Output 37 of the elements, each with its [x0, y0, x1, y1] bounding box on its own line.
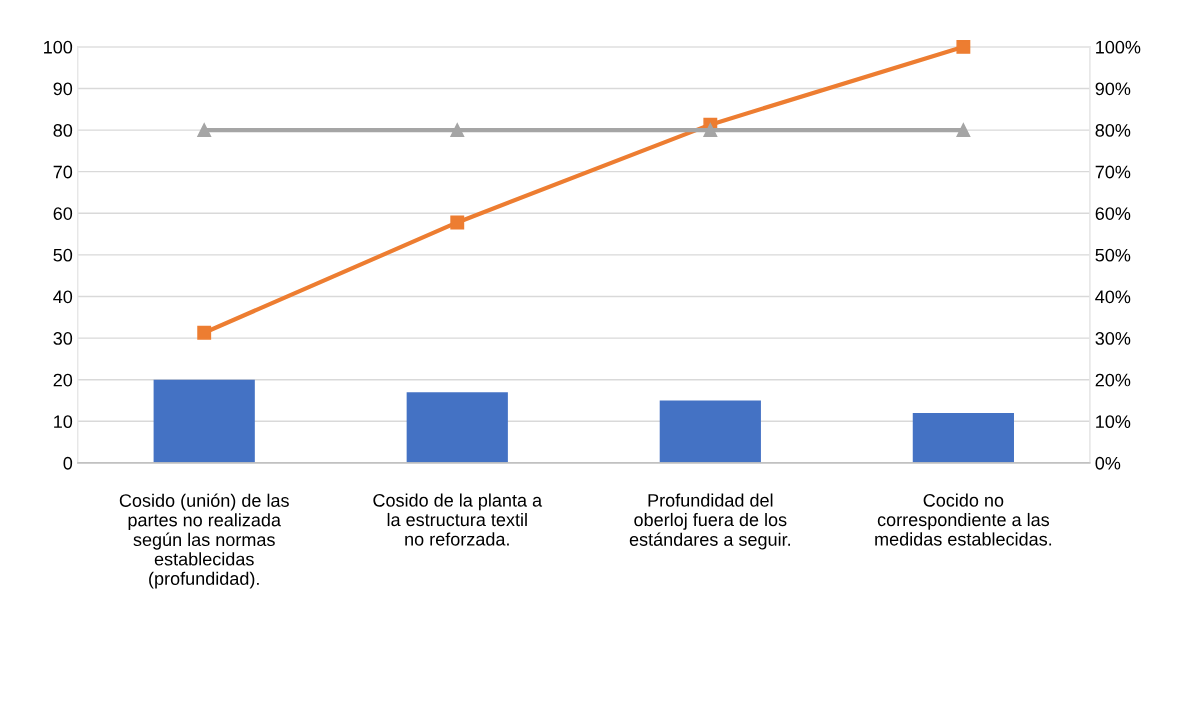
y-tick-label: 60: [53, 207, 73, 220]
y2-tick-label: 60%: [1095, 207, 1131, 220]
x-tick-label: Profundidad del oberloj fuera de los estándares a seguir.: [629, 493, 790, 550]
y2-tick-label: 80%: [1095, 124, 1131, 137]
y2-tick-label: 90%: [1095, 82, 1131, 96]
bar: [912, 412, 1014, 463]
x-tick-label: Cosido de la planta a la estructura textil no reforzada.: [373, 493, 543, 546]
y-tick-label: 40: [53, 290, 73, 304]
y-tick-label: 10: [54, 415, 73, 429]
y-tick-label: 70: [53, 165, 73, 179]
point: [197, 123, 212, 138]
y2-tick-label: 100%: [1096, 40, 1141, 54]
y-tick-label: 20: [53, 373, 73, 387]
bar: [153, 379, 255, 463]
y2-tick-label: 40%: [1095, 290, 1131, 304]
x-tick-label: Cosido (unión) de las partes no realizada según las normas establecidas (profundidad).: [119, 493, 289, 589]
y2-tick-label: 0%: [1095, 456, 1121, 470]
y2-tick-label: 70%: [1095, 165, 1131, 179]
point: [956, 39, 971, 54]
y2-tick-label: 30%: [1095, 332, 1131, 345]
y2-tick-label: 10%: [1096, 415, 1131, 429]
y2-tick-label: 20%: [1095, 373, 1131, 387]
point: [197, 325, 212, 340]
x-tick-label: Cocido no correspondiente a las medidas establecidas.: [875, 493, 1052, 546]
point: [956, 123, 971, 138]
point: [450, 123, 465, 138]
bar: [659, 400, 761, 463]
y-tick-label: 100: [44, 40, 73, 54]
y-tick-label: 80: [53, 124, 73, 137]
y-tick-label: 50: [53, 248, 73, 262]
bar: [406, 392, 508, 463]
y2-tick-label: 50%: [1095, 248, 1131, 262]
point: [450, 215, 465, 230]
point: [703, 123, 718, 138]
y-tick-label: 30: [53, 332, 73, 345]
y-tick-label: 0: [63, 456, 73, 470]
y-tick-label: 90: [53, 82, 73, 96]
